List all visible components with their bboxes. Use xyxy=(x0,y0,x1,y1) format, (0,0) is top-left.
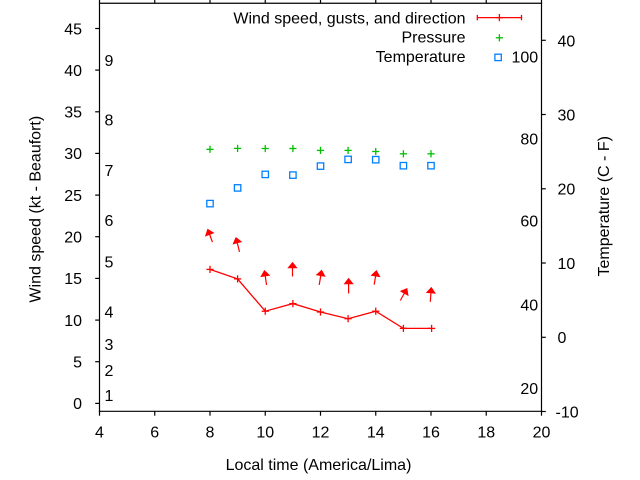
svg-text:Pressure: Pressure xyxy=(401,29,465,46)
svg-text:60: 60 xyxy=(520,214,538,231)
svg-text:Temperature: Temperature xyxy=(376,49,466,66)
svg-text:4: 4 xyxy=(105,305,114,322)
svg-text:40: 40 xyxy=(64,63,82,80)
svg-text:25: 25 xyxy=(64,188,82,205)
svg-text:5: 5 xyxy=(105,255,114,272)
svg-text:18: 18 xyxy=(477,425,495,442)
svg-text:10: 10 xyxy=(64,313,82,330)
svg-text:80: 80 xyxy=(520,131,538,148)
svg-text:15: 15 xyxy=(64,271,82,288)
svg-text:8: 8 xyxy=(206,425,215,442)
svg-text:20: 20 xyxy=(520,381,538,398)
svg-text:4: 4 xyxy=(95,425,104,442)
svg-text:7: 7 xyxy=(105,163,114,180)
svg-text:2: 2 xyxy=(105,363,114,380)
svg-text:-10: -10 xyxy=(556,404,579,421)
svg-text:9: 9 xyxy=(105,53,114,70)
svg-text:40: 40 xyxy=(520,297,538,314)
svg-text:100: 100 xyxy=(511,50,538,67)
svg-text:5: 5 xyxy=(73,355,82,372)
svg-text:6: 6 xyxy=(105,213,114,230)
svg-text:35: 35 xyxy=(64,105,82,122)
svg-text:8: 8 xyxy=(105,113,114,130)
svg-text:14: 14 xyxy=(367,425,385,442)
svg-text:20: 20 xyxy=(558,182,576,199)
svg-text:Wind speed, gusts, and directi: Wind speed, gusts, and direction xyxy=(233,10,465,27)
svg-text:Temperature (C - F): Temperature (C - F) xyxy=(596,136,613,276)
svg-text:Local time (America/Lima): Local time (America/Lima) xyxy=(226,457,412,474)
svg-text:20: 20 xyxy=(64,230,82,247)
svg-text:45: 45 xyxy=(64,21,82,38)
svg-text:30: 30 xyxy=(64,146,82,163)
svg-text:16: 16 xyxy=(422,425,440,442)
svg-text:10: 10 xyxy=(558,256,576,273)
svg-text:40: 40 xyxy=(558,34,576,51)
svg-text:12: 12 xyxy=(312,425,330,442)
svg-text:1: 1 xyxy=(105,388,114,405)
svg-text:Wind speed (kt - Beaufort): Wind speed (kt - Beaufort) xyxy=(28,116,45,303)
svg-text:0: 0 xyxy=(558,330,567,347)
svg-text:20: 20 xyxy=(533,425,551,442)
svg-text:10: 10 xyxy=(256,425,274,442)
svg-text:6: 6 xyxy=(150,425,159,442)
svg-text:0: 0 xyxy=(73,396,82,413)
svg-text:30: 30 xyxy=(558,107,576,124)
svg-text:3: 3 xyxy=(105,337,114,354)
